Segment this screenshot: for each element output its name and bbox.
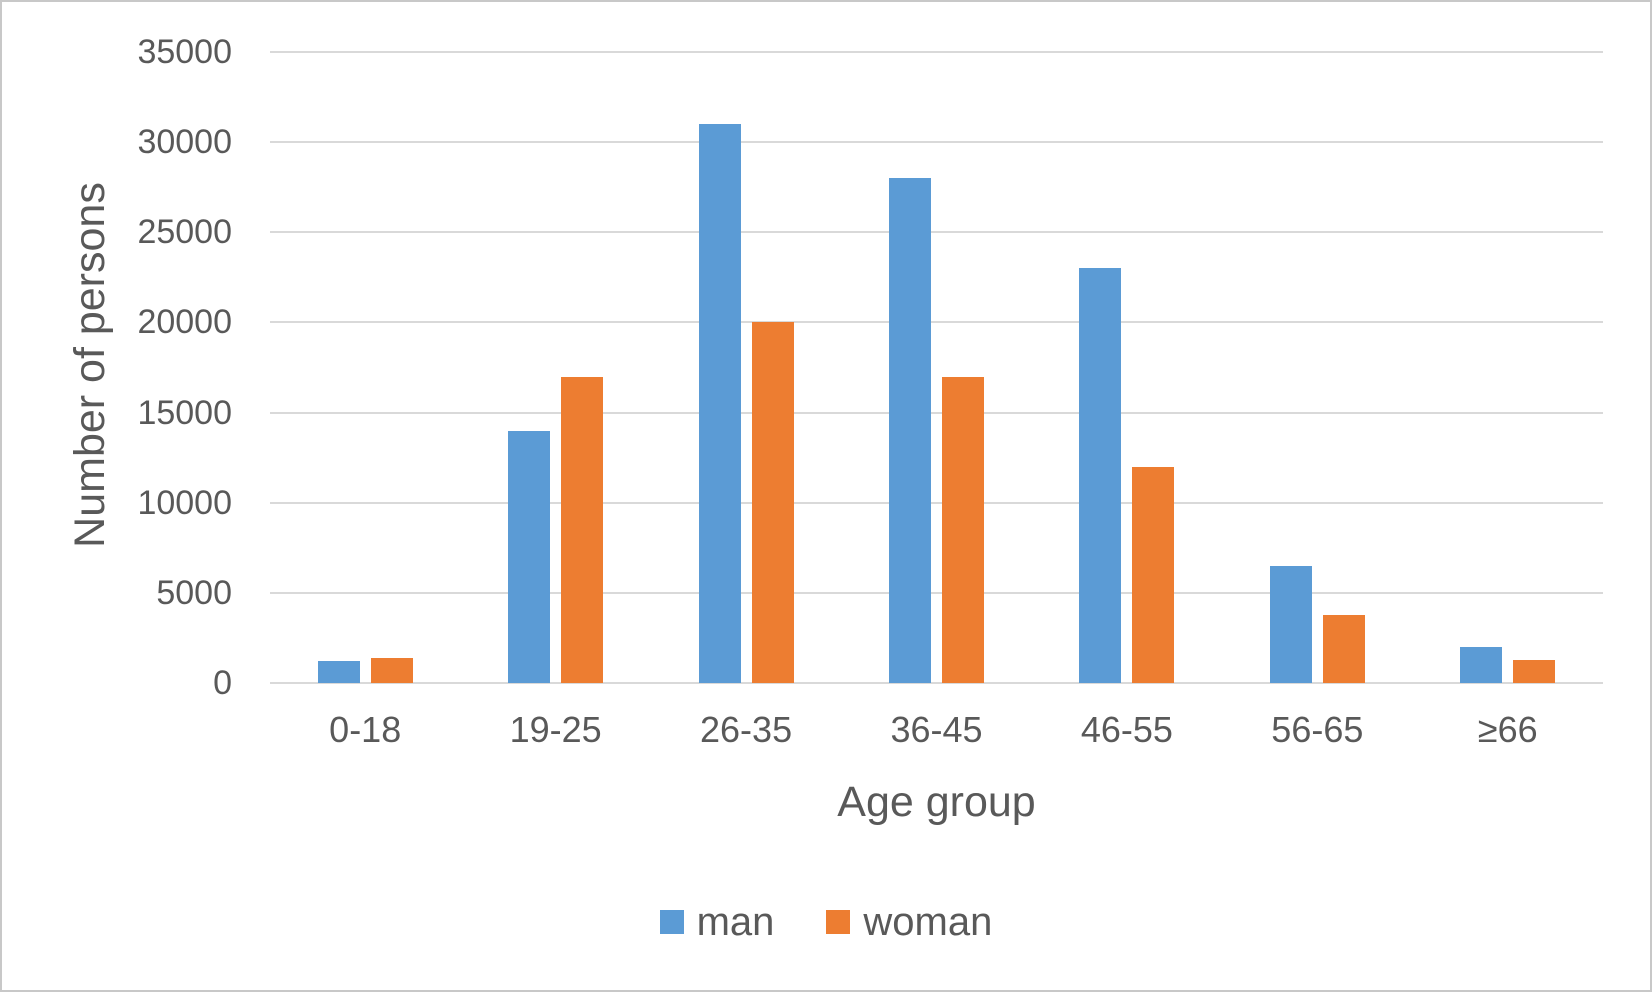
bar-man-0-18 — [317, 661, 360, 683]
bar-man-46-55 — [1079, 268, 1122, 683]
bar-woman-46-55 — [1132, 466, 1175, 683]
bar-woman-19-25 — [561, 376, 604, 683]
gridline-30000 — [270, 141, 1603, 144]
y-tick-label-20000: 20000 — [137, 303, 232, 342]
bar-woman-56-65 — [1322, 614, 1365, 683]
y-tick-label-10000: 10000 — [137, 483, 232, 522]
x-tick-label-36-45: 36-45 — [890, 709, 983, 750]
legend-label-man: man — [696, 900, 775, 944]
legend-label-woman: woman — [863, 900, 993, 944]
x-tick-label-46-55: 46-55 — [1080, 709, 1173, 750]
gridline-5000 — [270, 591, 1603, 594]
gridline-0 — [270, 682, 1603, 684]
bar-man-36-45 — [889, 178, 931, 683]
y-tick-label-30000: 30000 — [137, 123, 232, 162]
x-axis-title: Age group — [837, 778, 1036, 826]
bar-man-19-25 — [508, 430, 551, 683]
x-tick-label-≥66: ≥66 — [1477, 709, 1538, 750]
gridline-25000 — [270, 231, 1603, 234]
bar-man-56-65 — [1269, 565, 1312, 683]
bar-woman-0-18 — [370, 657, 413, 683]
legend-item-man: man — [659, 898, 775, 946]
y-tick-label-15000: 15000 — [137, 393, 232, 432]
legend-swatch-woman — [826, 910, 851, 934]
bar-woman-≥66 — [1513, 659, 1556, 683]
x-tick-label-19-25: 19-25 — [509, 709, 602, 750]
y-tick-label-5000: 5000 — [156, 573, 232, 612]
gridline-10000 — [270, 501, 1603, 504]
bar-man-≥66 — [1460, 646, 1503, 683]
bar-woman-26-35 — [751, 322, 794, 683]
bar-man-26-35 — [698, 124, 741, 683]
y-tick-label-35000: 35000 — [137, 33, 232, 71]
x-tick-label-56-65: 56-65 — [1271, 709, 1364, 750]
gridline-35000 — [270, 51, 1603, 53]
gridline-20000 — [270, 321, 1603, 324]
x-tick-label-0-18: 0-18 — [329, 709, 402, 750]
y-tick-label-25000: 25000 — [137, 213, 232, 252]
gridline-15000 — [270, 411, 1603, 414]
y-tick-label-0: 0 — [213, 664, 232, 702]
legend-item-woman: woman — [826, 898, 992, 946]
plot-area — [270, 51, 1603, 684]
x-tick-label-26-35: 26-35 — [700, 709, 793, 750]
legend-swatch-man — [659, 910, 684, 934]
bar-woman-36-45 — [942, 376, 984, 683]
legend: man woman — [2, 898, 1650, 946]
